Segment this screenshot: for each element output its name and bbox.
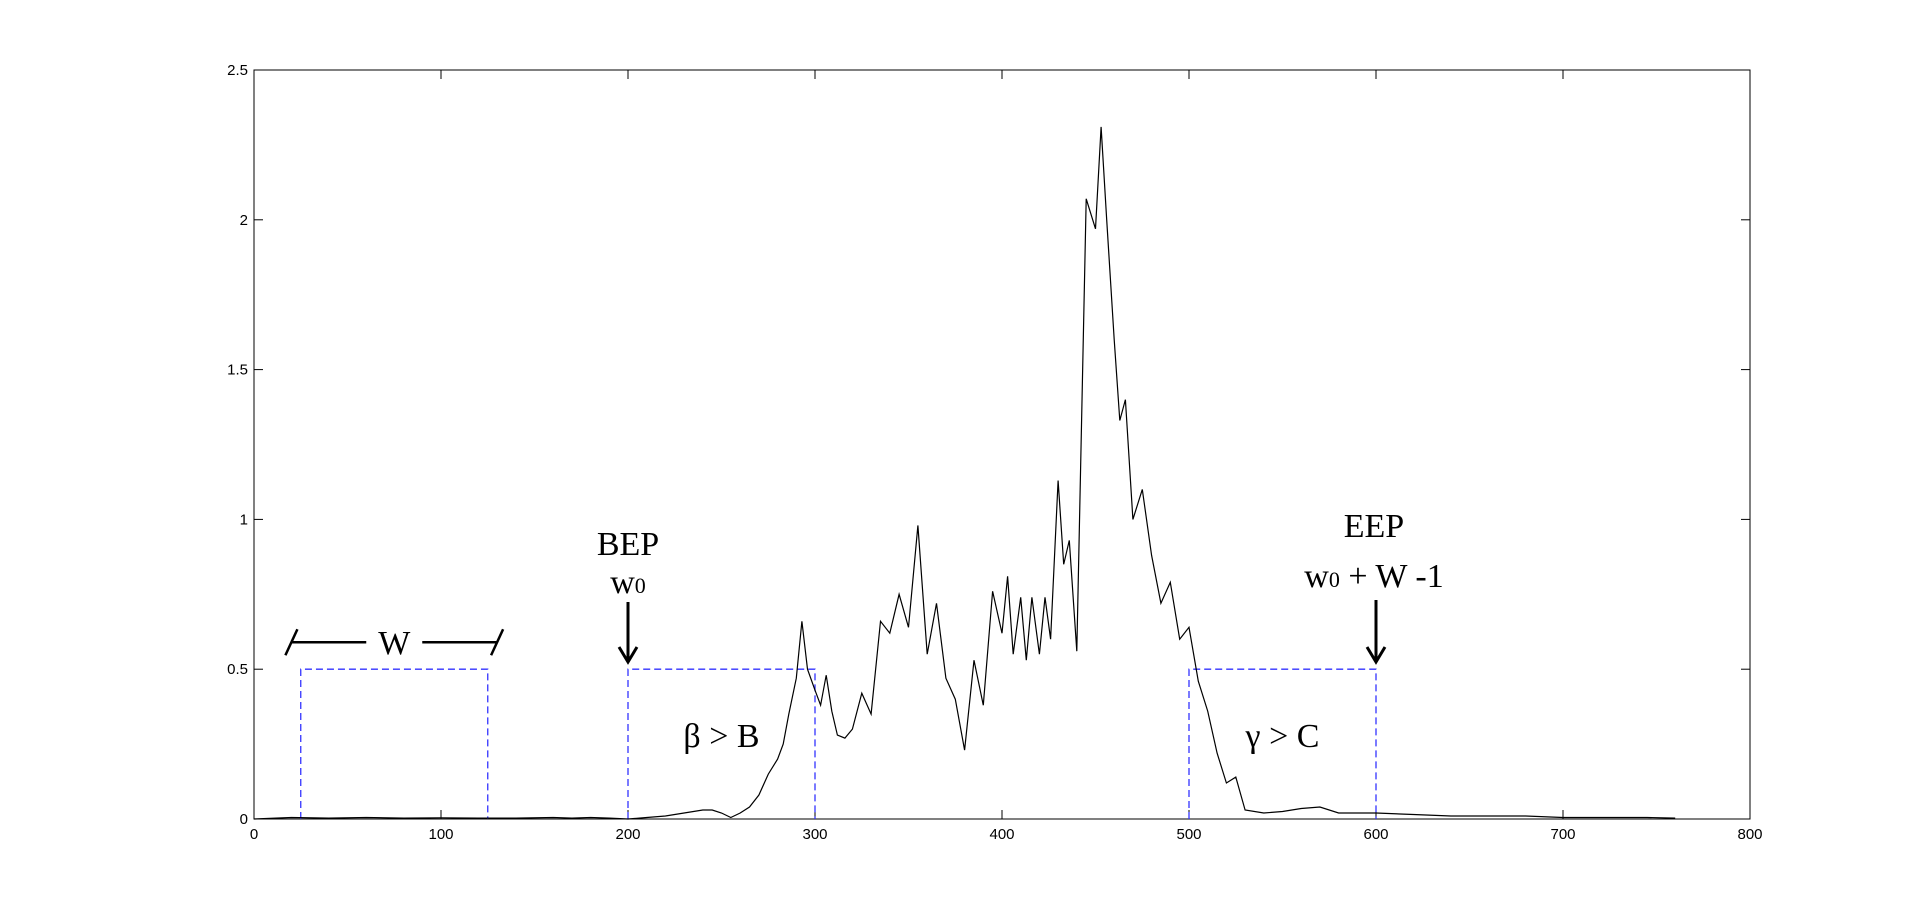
x-tick-label: 600 [1363,826,1388,843]
x-tick-label: 800 [1737,826,1762,843]
w-label: W [378,625,411,662]
window-box [300,668,489,819]
window-box [627,668,816,819]
x-tick-label: 700 [1550,826,1575,843]
bep-w-subscript: 0 [635,573,646,598]
x-tick-label: 100 [428,826,453,843]
axis-tick-labels: 0 100 200 300 400 500 600 700 800 0 0.5 1 1.5 2 2.5 [227,62,1762,843]
eep-w-subscript: 0 [1329,567,1340,592]
y-tick-label: 0 [240,811,248,828]
eep-w-symbol: w [1304,558,1329,595]
x-tick-label: 400 [989,826,1014,843]
eep-annotation: EEP w0 + W -1 [1304,508,1444,665]
y-tick-label: 2.5 [227,62,248,79]
y-tick-label: 1.5 [227,362,248,379]
w-span-left-cap [284,628,299,656]
window-boxes [300,668,1377,819]
eep-arrow-head [1365,646,1387,665]
bep-arrow-head [617,646,639,665]
beta-condition-label: β > B [683,718,759,755]
x-tick-label: 200 [615,826,640,843]
y-tick-label: 2 [240,212,248,229]
plot-frame [253,69,1751,820]
w-span-right-cap [489,628,505,656]
window-box [1188,668,1377,819]
gamma-condition-label: γ > C [1245,718,1320,755]
x-tick-label: 0 [250,826,258,843]
eep-formula-rest: + W -1 [1340,558,1444,595]
w-span-annotation: W [284,625,505,662]
eep-formula-label: w0 + W -1 [1304,558,1443,595]
bep-annotation: BEP w0 [597,526,659,665]
axis-ticks [253,69,1751,820]
x-tick-label: 300 [802,826,827,843]
series-line [253,126,1676,820]
x-tick-label: 500 [1176,826,1201,843]
y-tick-label: 0.5 [227,661,248,678]
bep-w-symbol: w [610,564,635,601]
bep-w0-label: w0 [610,564,646,601]
bep-label: BEP [597,526,659,563]
y-tick-label: 1 [240,511,248,528]
eep-label: EEP [1344,508,1404,545]
